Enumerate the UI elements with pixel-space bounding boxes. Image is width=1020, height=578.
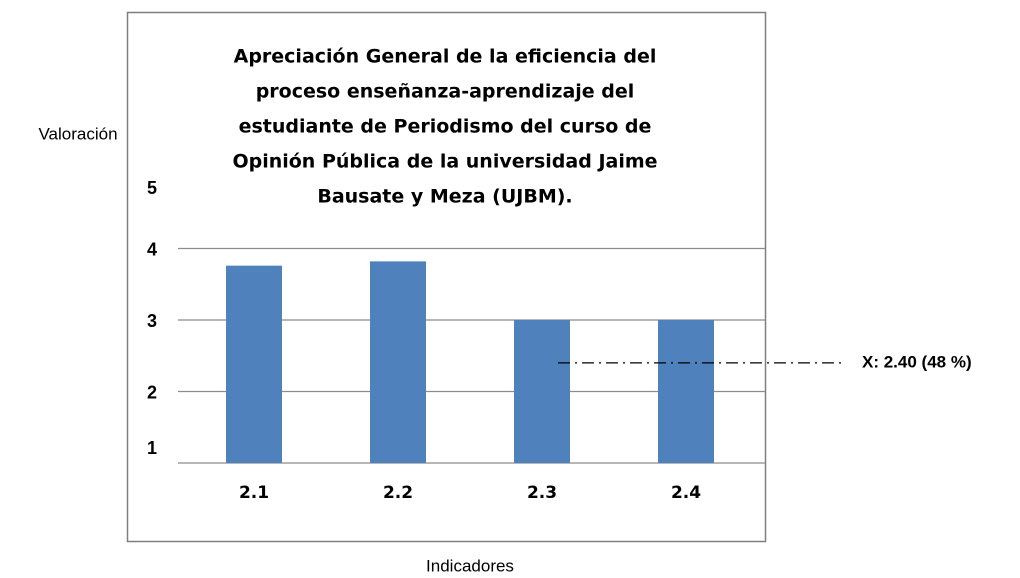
chart-title: Bausate y Meza (UJBM). bbox=[317, 186, 572, 208]
x-axis-label: Indicadores bbox=[426, 556, 514, 575]
chart-title: estudiante de Periodismo del curso de bbox=[239, 116, 652, 138]
annotation: X: 2.40 (48 %) bbox=[862, 352, 972, 371]
chart-title: proceso enseñanza-aprendizaje del bbox=[256, 81, 635, 103]
chart-title: Apreciación General de la eficiencia del bbox=[234, 46, 657, 68]
y-axis-label: Valoración bbox=[38, 124, 117, 143]
x-tick-label: 2.3 bbox=[527, 483, 557, 503]
y-tick-label: 4 bbox=[147, 239, 157, 259]
bar bbox=[658, 320, 714, 463]
y-tick-label: 5 bbox=[147, 178, 157, 198]
bar bbox=[370, 261, 426, 463]
y-tick-label: 1 bbox=[147, 438, 157, 458]
chart-title: Opinión Pública de la universidad Jaime bbox=[232, 151, 657, 173]
chart-frame bbox=[126, 11, 767, 543]
bar bbox=[226, 265, 282, 463]
x-tick-label: 2.2 bbox=[383, 483, 413, 503]
bar bbox=[514, 320, 570, 463]
x-tick-label: 2.1 bbox=[239, 483, 269, 503]
y-tick-label: 2 bbox=[147, 382, 157, 402]
y-tick-label: 3 bbox=[147, 311, 157, 331]
x-tick-label: 2.4 bbox=[671, 483, 701, 503]
